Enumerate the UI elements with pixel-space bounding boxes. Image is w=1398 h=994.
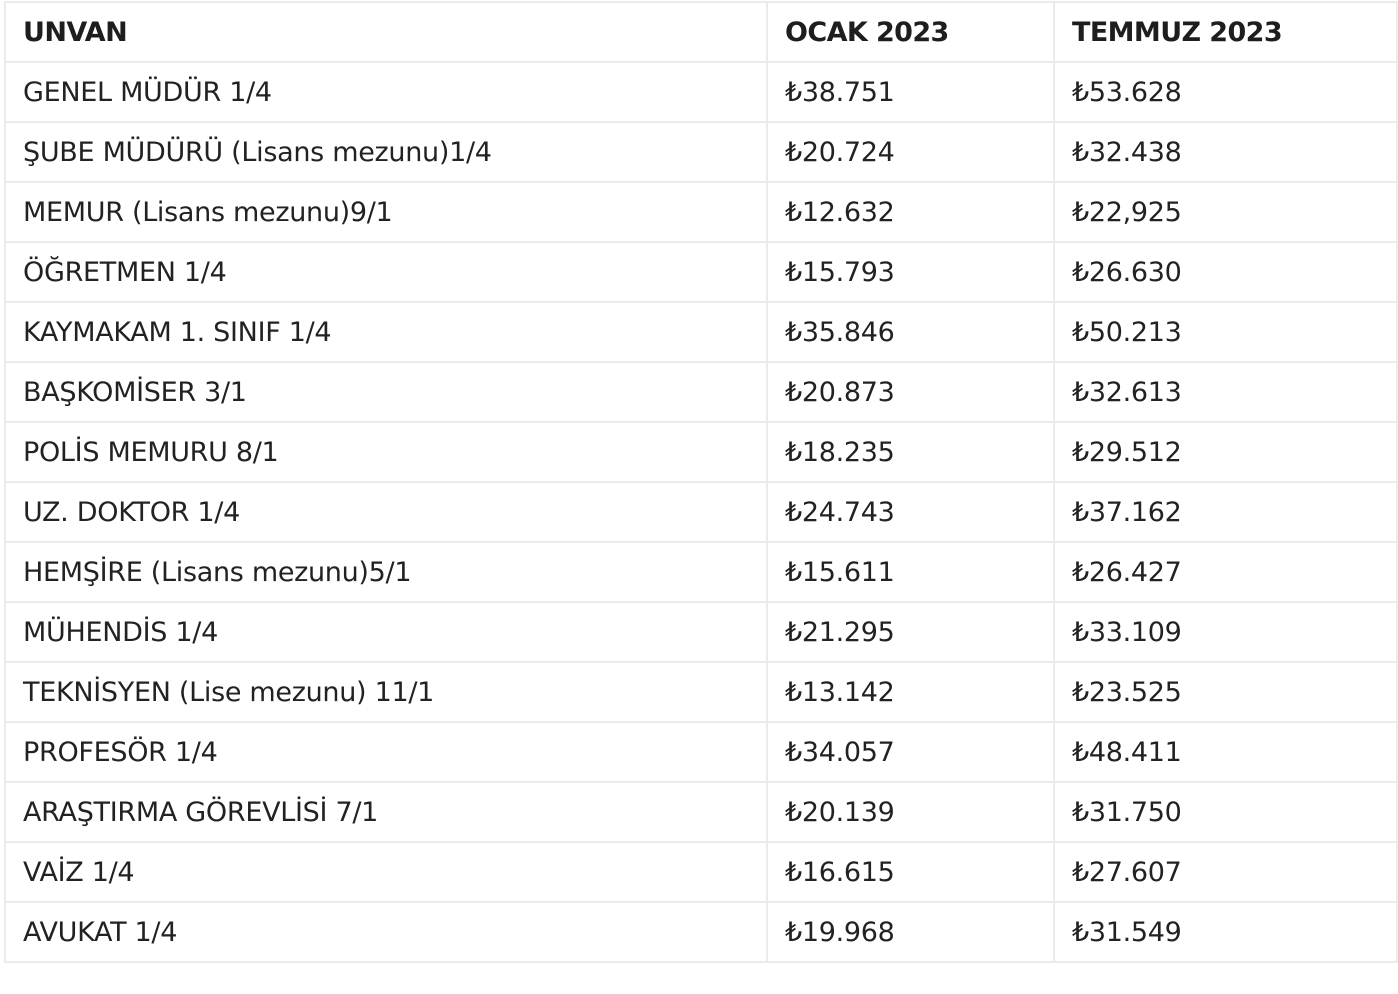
cell-jan-2023: ₺24.743 — [766, 481, 1055, 543]
cell-jan-2023: ₺38.751 — [766, 61, 1055, 123]
table-row: AVUKAT 1/4 ₺19.968 ₺31.549 — [4, 901, 1398, 963]
cell-title: ŞUBE MÜDÜRÜ (Lisans mezunu)1/4 — [4, 121, 768, 183]
salary-table: UNVAN OCAK 2023 TEMMUZ 2023 GENEL MÜDÜR … — [4, 1, 1398, 963]
cell-title: HEMŞİRE (Lisans mezunu)5/1 — [4, 541, 768, 603]
cell-jul-2023: ₺33.109 — [1053, 601, 1398, 663]
cell-title: TEKNİSYEN (Lise mezunu) 11/1 — [4, 661, 768, 723]
salary-table-container: UNVAN OCAK 2023 TEMMUZ 2023 GENEL MÜDÜR … — [4, 1, 1398, 963]
cell-jul-2023: ₺32.613 — [1053, 361, 1398, 423]
cell-jan-2023: ₺21.295 — [766, 601, 1055, 663]
cell-title: BAŞKOMİSER 3/1 — [4, 361, 768, 423]
table-row: POLİS MEMURU 8/1 ₺18.235 ₺29.512 — [4, 421, 1398, 483]
header-jan-2023: OCAK 2023 — [766, 1, 1055, 63]
cell-jul-2023: ₺26.427 — [1053, 541, 1398, 603]
table-row: GENEL MÜDÜR 1/4 ₺38.751 ₺53.628 — [4, 61, 1398, 123]
cell-jan-2023: ₺12.632 — [766, 181, 1055, 243]
cell-jan-2023: ₺20.139 — [766, 781, 1055, 843]
cell-jan-2023: ₺18.235 — [766, 421, 1055, 483]
cell-title: MÜHENDİS 1/4 — [4, 601, 768, 663]
header-title: UNVAN — [4, 1, 768, 63]
table-row: PROFESÖR 1/4 ₺34.057 ₺48.411 — [4, 721, 1398, 783]
cell-jul-2023: ₺27.607 — [1053, 841, 1398, 903]
cell-jul-2023: ₺32.438 — [1053, 121, 1398, 183]
cell-jul-2023: ₺29.512 — [1053, 421, 1398, 483]
cell-jul-2023: ₺31.549 — [1053, 901, 1398, 963]
table-row: MEMUR (Lisans mezunu)9/1 ₺12.632 ₺22,925 — [4, 181, 1398, 243]
cell-jul-2023: ₺53.628 — [1053, 61, 1398, 123]
header-jul-2023: TEMMUZ 2023 — [1053, 1, 1398, 63]
cell-jan-2023: ₺20.873 — [766, 361, 1055, 423]
cell-jul-2023: ₺37.162 — [1053, 481, 1398, 543]
cell-title: ÖĞRETMEN 1/4 — [4, 241, 768, 303]
cell-jan-2023: ₺35.846 — [766, 301, 1055, 363]
cell-jul-2023: ₺50.213 — [1053, 301, 1398, 363]
cell-title: ARAŞTIRMA GÖREVLİSİ 7/1 — [4, 781, 768, 843]
cell-jan-2023: ₺34.057 — [766, 721, 1055, 783]
table-row: ŞUBE MÜDÜRÜ (Lisans mezunu)1/4 ₺20.724 ₺… — [4, 121, 1398, 183]
table-header: UNVAN OCAK 2023 TEMMUZ 2023 — [4, 1, 1398, 63]
cell-jul-2023: ₺23.525 — [1053, 661, 1398, 723]
cell-jan-2023: ₺15.793 — [766, 241, 1055, 303]
cell-title: POLİS MEMURU 8/1 — [4, 421, 768, 483]
cell-jan-2023: ₺20.724 — [766, 121, 1055, 183]
header-row: UNVAN OCAK 2023 TEMMUZ 2023 — [4, 1, 1398, 63]
cell-jan-2023: ₺16.615 — [766, 841, 1055, 903]
cell-title: KAYMAKAM 1. SINIF 1/4 — [4, 301, 768, 363]
cell-title: VAİZ 1/4 — [4, 841, 768, 903]
table-row: BAŞKOMİSER 3/1 ₺20.873 ₺32.613 — [4, 361, 1398, 423]
cell-jul-2023: ₺31.750 — [1053, 781, 1398, 843]
table-row: KAYMAKAM 1. SINIF 1/4 ₺35.846 ₺50.213 — [4, 301, 1398, 363]
cell-jul-2023: ₺26.630 — [1053, 241, 1398, 303]
table-row: MÜHENDİS 1/4 ₺21.295 ₺33.109 — [4, 601, 1398, 663]
cell-jan-2023: ₺15.611 — [766, 541, 1055, 603]
cell-title: PROFESÖR 1/4 — [4, 721, 768, 783]
table-row: ÖĞRETMEN 1/4 ₺15.793 ₺26.630 — [4, 241, 1398, 303]
cell-title: GENEL MÜDÜR 1/4 — [4, 61, 768, 123]
table-body: GENEL MÜDÜR 1/4 ₺38.751 ₺53.628 ŞUBE MÜD… — [4, 61, 1398, 963]
table-row: UZ. DOKTOR 1/4 ₺24.743 ₺37.162 — [4, 481, 1398, 543]
table-row: TEKNİSYEN (Lise mezunu) 11/1 ₺13.142 ₺23… — [4, 661, 1398, 723]
table-row: HEMŞİRE (Lisans mezunu)5/1 ₺15.611 ₺26.4… — [4, 541, 1398, 603]
table-row: VAİZ 1/4 ₺16.615 ₺27.607 — [4, 841, 1398, 903]
cell-jan-2023: ₺19.968 — [766, 901, 1055, 963]
cell-jul-2023: ₺48.411 — [1053, 721, 1398, 783]
cell-jul-2023: ₺22,925 — [1053, 181, 1398, 243]
cell-title: UZ. DOKTOR 1/4 — [4, 481, 768, 543]
cell-title: MEMUR (Lisans mezunu)9/1 — [4, 181, 768, 243]
cell-jan-2023: ₺13.142 — [766, 661, 1055, 723]
cell-title: AVUKAT 1/4 — [4, 901, 768, 963]
table-row: ARAŞTIRMA GÖREVLİSİ 7/1 ₺20.139 ₺31.750 — [4, 781, 1398, 843]
